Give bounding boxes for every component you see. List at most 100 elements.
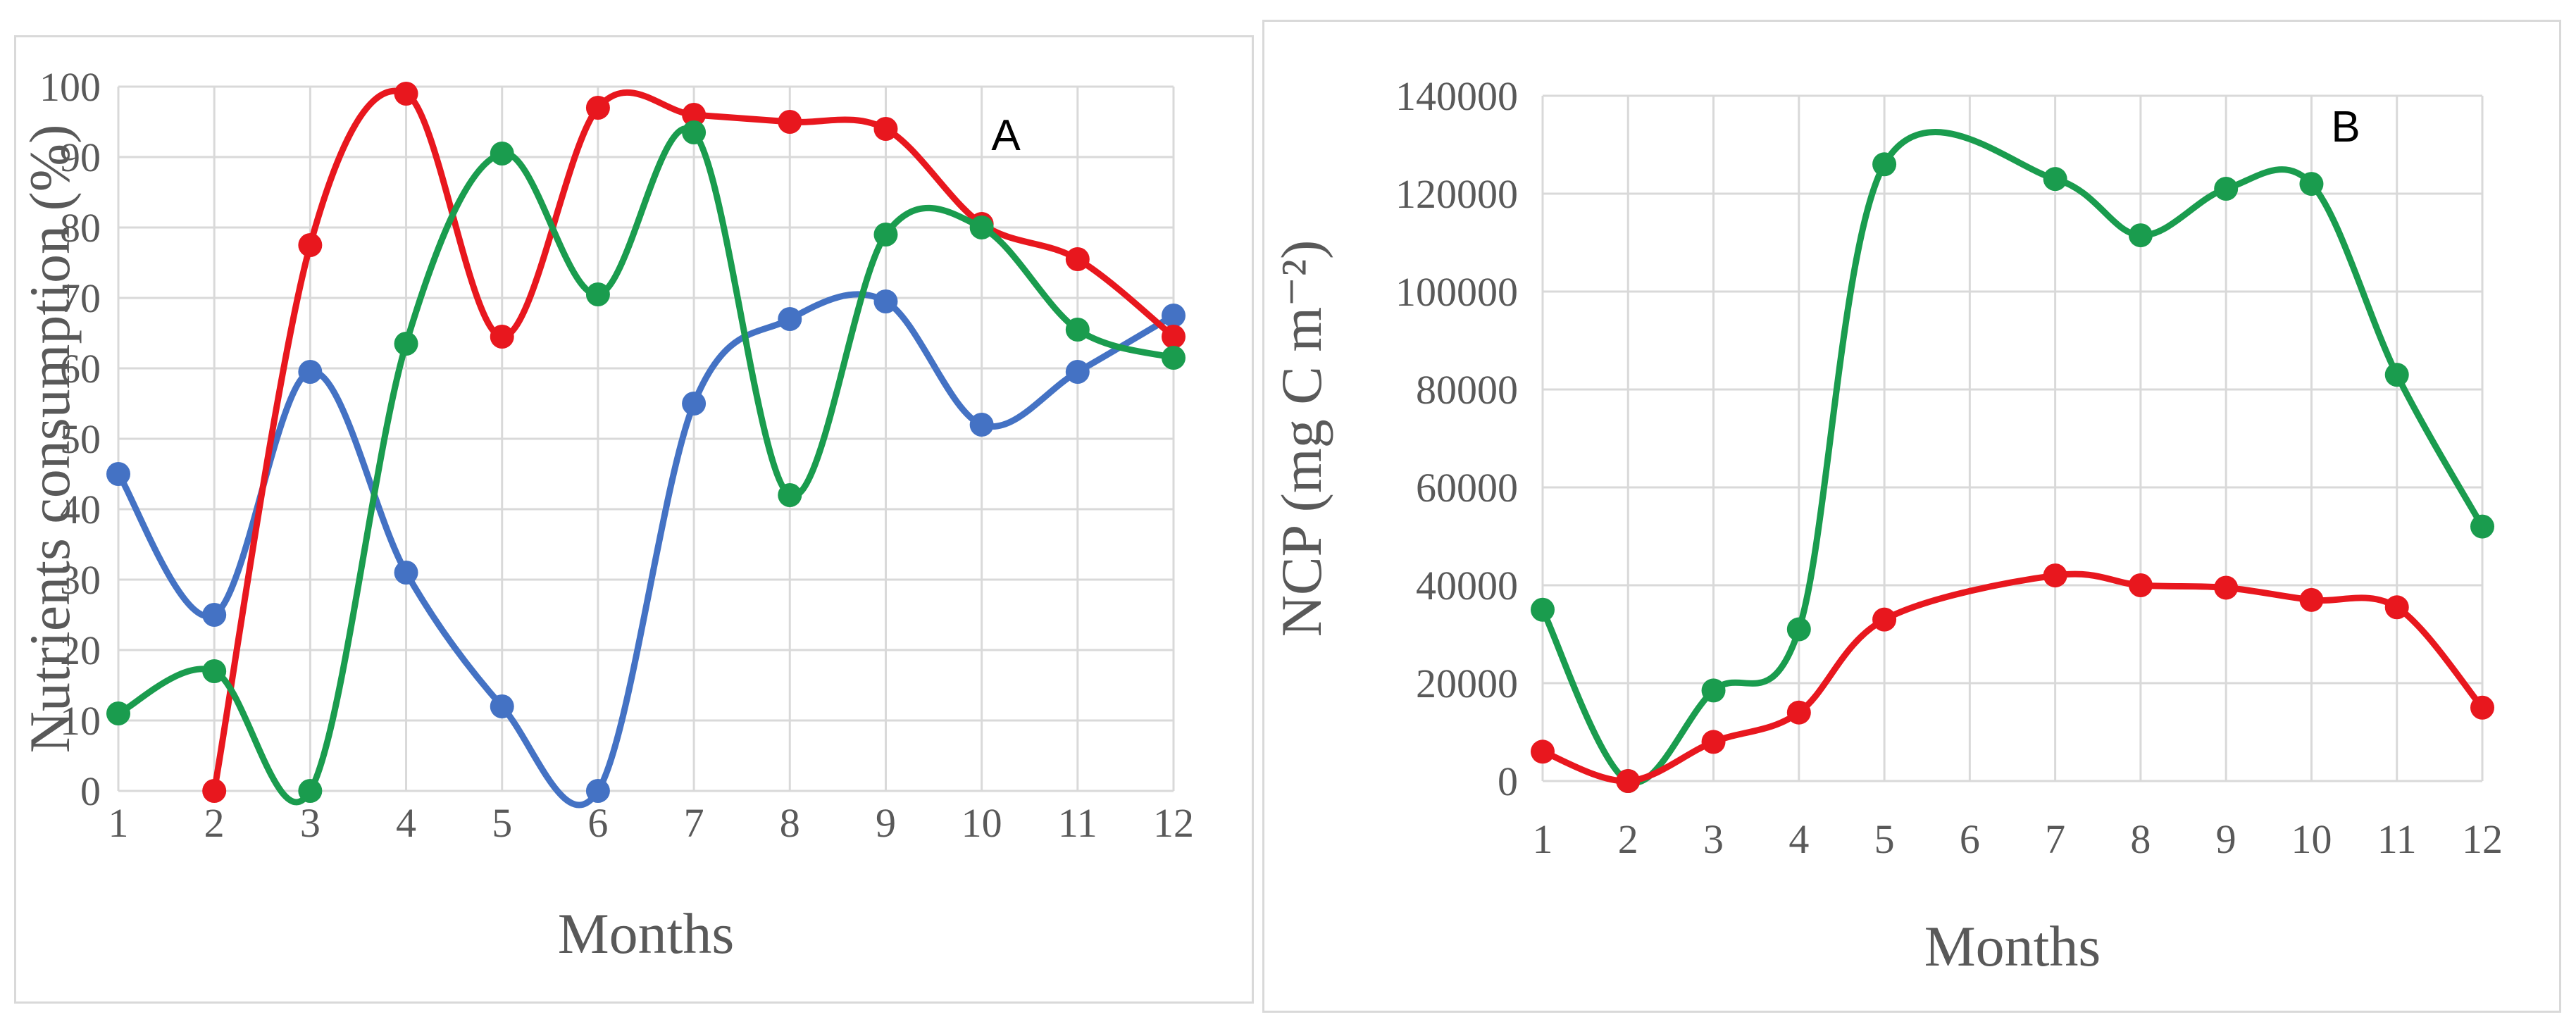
x-tick-label: 4 bbox=[1788, 816, 1809, 862]
data-point bbox=[1872, 607, 1897, 632]
y-tick-label: 80 bbox=[60, 205, 101, 251]
y-tick-label: 60 bbox=[60, 346, 101, 392]
gridlines bbox=[1541, 94, 2484, 782]
y-tick-label: 0 bbox=[80, 768, 101, 814]
series-3 bbox=[106, 120, 1186, 806]
data-point bbox=[298, 233, 323, 257]
data-point bbox=[202, 779, 227, 803]
x-tick-label: 7 bbox=[684, 800, 704, 846]
x-tick-label: 5 bbox=[1874, 816, 1895, 862]
data-point bbox=[106, 462, 130, 486]
data-point bbox=[2043, 563, 2067, 588]
data-point bbox=[1065, 247, 1090, 271]
data-point bbox=[1162, 325, 1186, 349]
chart-panel-b: 1 2 3 4 5 6 7 8 9 10 11 12 0 20000 40000 60000 80000 1000… bbox=[1262, 20, 2561, 1013]
x-tick-label: 12 bbox=[1153, 800, 1194, 846]
x-tick-label: 9 bbox=[876, 800, 896, 846]
data-point bbox=[2384, 363, 2409, 387]
data-point bbox=[2128, 223, 2153, 248]
x-tick-label: 1 bbox=[1533, 816, 1553, 862]
data-point bbox=[2384, 595, 2409, 620]
data-point bbox=[1531, 739, 1555, 764]
data-point bbox=[490, 694, 514, 718]
y-tick-label: 60000 bbox=[1416, 465, 1518, 511]
data-point bbox=[298, 360, 323, 384]
x-tick-label: 3 bbox=[1703, 816, 1724, 862]
y-tick-label: 140000 bbox=[1395, 73, 1518, 119]
data-point bbox=[394, 561, 418, 585]
y-tick-label: 100 bbox=[39, 64, 101, 110]
data-point bbox=[873, 289, 898, 313]
y-tick-label: 100000 bbox=[1395, 269, 1518, 315]
data-point bbox=[394, 82, 418, 106]
panel-label: A bbox=[991, 111, 1021, 160]
data-point bbox=[778, 483, 802, 507]
data-point bbox=[873, 223, 898, 246]
data-point bbox=[2299, 587, 2324, 612]
y-tick-label: 20000 bbox=[1416, 661, 1518, 706]
series-1 bbox=[1531, 129, 2494, 793]
y-axis-label: Nutrients consumption (%) bbox=[18, 125, 82, 754]
series-line bbox=[1539, 129, 2486, 786]
data-point bbox=[1701, 730, 1726, 754]
data-point bbox=[1701, 678, 1726, 703]
y-tick-label: 90 bbox=[60, 135, 101, 180]
y-tick-label: 70 bbox=[60, 275, 101, 321]
y-axis-label: NCP (mg C m⁻²) bbox=[1269, 240, 1333, 637]
y-tick-label: 50 bbox=[60, 416, 101, 462]
data-point bbox=[1616, 769, 1641, 793]
y-tick-label: 120000 bbox=[1395, 171, 1518, 217]
data-point bbox=[490, 325, 514, 349]
x-tick-label: 7 bbox=[2045, 816, 2065, 862]
data-point bbox=[202, 603, 227, 627]
panel-label: B bbox=[2331, 103, 2360, 151]
x-tick-label: 9 bbox=[2216, 816, 2236, 862]
ncp-chart: 1 2 3 4 5 6 7 8 9 10 11 120200004000060000800001000… bbox=[1269, 73, 2503, 978]
x-tick-label: 12 bbox=[2462, 816, 2503, 862]
x-tick-label: 6 bbox=[1960, 816, 1980, 862]
series-2 bbox=[1531, 563, 2494, 793]
y-tick-label: 30 bbox=[60, 557, 101, 603]
data-point bbox=[585, 96, 610, 120]
x-tick-label: 5 bbox=[492, 800, 512, 846]
data-point bbox=[1162, 304, 1186, 327]
data-point bbox=[585, 282, 610, 306]
data-point bbox=[1531, 597, 1555, 622]
data-point bbox=[2470, 695, 2494, 720]
x-tick-label: 6 bbox=[587, 800, 608, 846]
data-point bbox=[1162, 346, 1186, 370]
data-point bbox=[585, 779, 610, 803]
series-1 bbox=[106, 289, 1186, 809]
y-tick-label: 80000 bbox=[1416, 367, 1518, 413]
data-point bbox=[202, 659, 227, 683]
data-point bbox=[969, 216, 994, 239]
data-point bbox=[2043, 167, 2067, 192]
data-point bbox=[1872, 152, 1897, 177]
data-point bbox=[1065, 318, 1090, 342]
y-tick-label: 40 bbox=[60, 487, 101, 532]
series-line bbox=[115, 125, 1177, 806]
x-tick-label: 4 bbox=[396, 800, 416, 846]
series-line bbox=[115, 291, 1177, 809]
data-point bbox=[682, 120, 707, 144]
data-point bbox=[298, 779, 323, 803]
y-tick-label: 20 bbox=[60, 628, 101, 673]
data-point bbox=[2299, 172, 2324, 196]
data-point bbox=[1065, 360, 1090, 384]
x-tick-label: 2 bbox=[1618, 816, 1638, 862]
x-tick-label: 10 bbox=[962, 800, 1002, 846]
nutrients-consumption-chart: 1 2 3 4 5 6 7 8 9 10 11 120102030405060708090100Mon… bbox=[18, 64, 1194, 966]
data-point bbox=[394, 332, 418, 356]
data-point bbox=[873, 117, 898, 141]
data-point bbox=[1786, 700, 1811, 725]
data-point bbox=[778, 307, 802, 331]
x-tick-label: 3 bbox=[300, 800, 321, 846]
data-point bbox=[778, 110, 802, 134]
data-point bbox=[969, 413, 994, 437]
y-tick-label: 10 bbox=[60, 698, 101, 744]
y-tick-label: 40000 bbox=[1416, 563, 1518, 609]
data-point bbox=[682, 392, 707, 416]
x-tick-label: 2 bbox=[204, 800, 225, 846]
x-axis-label: Months bbox=[1924, 914, 2101, 978]
x-tick-label: 1 bbox=[108, 800, 129, 846]
